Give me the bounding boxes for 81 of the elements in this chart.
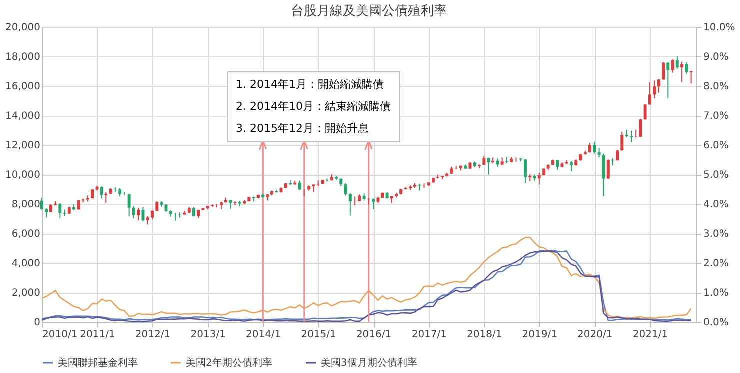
x-tick-label: 2014/1 (246, 330, 282, 340)
y2-tick-label: 4.0% (704, 200, 729, 210)
x-tick-label: 2021/1 (632, 330, 668, 340)
x-tick-label: 2018/1 (467, 330, 502, 340)
candlestick (634, 129, 638, 138)
y-tick-label: 10,000 (6, 170, 40, 181)
annotation: 1. 2014年1月：開始縮減購債 (236, 78, 384, 91)
candlestick (630, 130, 634, 143)
candlestick (156, 200, 159, 212)
legend-label: 美國3個月期公債利率 (321, 357, 418, 369)
x-tick-label: 2012/1 (135, 330, 171, 340)
candlestick (137, 207, 140, 222)
candlestick (132, 206, 136, 219)
y2-tick-label: 0.0% (704, 318, 729, 328)
candlestick (556, 160, 560, 171)
candlestick (348, 193, 352, 216)
candlestick (142, 206, 145, 222)
candlestick (639, 118, 642, 138)
candlestick (685, 62, 688, 75)
x-tick-label: 2020/1 (578, 330, 613, 340)
candlestick (344, 182, 348, 196)
y2-tick-label: 8.0% (704, 82, 729, 92)
candlestick (602, 153, 606, 197)
candlestick (644, 104, 647, 120)
candlestick (100, 186, 104, 200)
candlestick (487, 157, 490, 176)
y2-tick-label: 7.0% (704, 111, 729, 122)
candlestick (372, 198, 376, 210)
y2-tick-label: 2.0% (704, 258, 729, 270)
y2-tick-label: 5.0% (704, 170, 729, 181)
y2-tick-label: 3.0% (704, 229, 729, 240)
candlestick (662, 62, 666, 80)
y-tick-label: 2,000 (12, 288, 40, 299)
x-tick-label: 2011/1 (80, 330, 116, 340)
x-tick-label: 2010/1 (42, 330, 78, 340)
candlestick (454, 166, 458, 170)
candlestick (620, 131, 624, 152)
legend-label: 美國2年期公債利率 (186, 357, 272, 369)
x-tick-label: 2019/1 (522, 330, 558, 340)
chart-title: 台股月線及美國公債殖利率 (291, 3, 447, 19)
candlestick (570, 160, 573, 172)
candlestick (45, 208, 48, 218)
candlestick (128, 193, 131, 218)
annotation: 3. 2015年12月：開始升息 (236, 122, 369, 135)
y-tick-label: 8,000 (12, 200, 40, 210)
y-tick-label: 14,000 (6, 111, 40, 122)
line-series (41, 236, 692, 320)
candlestick (666, 62, 670, 99)
legend-label: 美國聯邦基金利率 (58, 357, 138, 369)
candlestick (676, 56, 679, 70)
y-tick-label: 16,000 (6, 82, 40, 92)
x-tick-label: 2016/1 (356, 330, 392, 340)
candlestick (40, 198, 44, 210)
candlestick (657, 78, 660, 94)
candlestick (524, 159, 527, 184)
y-tick-label: 12,000 (6, 140, 40, 152)
x-tick-label: 2017/1 (412, 330, 448, 340)
candlestick (593, 142, 596, 154)
candlestick (671, 58, 674, 74)
candlestick (653, 80, 656, 100)
x-tick-label: 2015/1 (301, 330, 336, 340)
y2-tick-label: 10.0% (704, 22, 736, 34)
candlestick (598, 147, 601, 158)
candlestick (367, 198, 370, 206)
candlestick (178, 212, 182, 218)
y-tick-label: 20,000 (6, 22, 40, 34)
y2-tick-label: 9.0% (704, 52, 729, 63)
y-tick-label: 4,000 (12, 258, 40, 270)
y-tick-label: 0 (34, 318, 40, 328)
annotation: 2. 2014年10月：結束縮減購債 (236, 100, 391, 113)
candlestick (298, 180, 302, 191)
y-tick-label: 18,000 (6, 52, 40, 63)
candlestick (302, 189, 306, 198)
candlestick (680, 61, 684, 83)
candlestick (58, 202, 62, 219)
y2-tick-label: 1.0% (704, 288, 729, 299)
candlestick (538, 172, 541, 186)
candlestick (648, 82, 652, 106)
y2-tick-label: 6.0% (704, 140, 729, 152)
x-tick-label: 2013/1 (190, 330, 226, 340)
y-tick-label: 6,000 (12, 229, 40, 240)
